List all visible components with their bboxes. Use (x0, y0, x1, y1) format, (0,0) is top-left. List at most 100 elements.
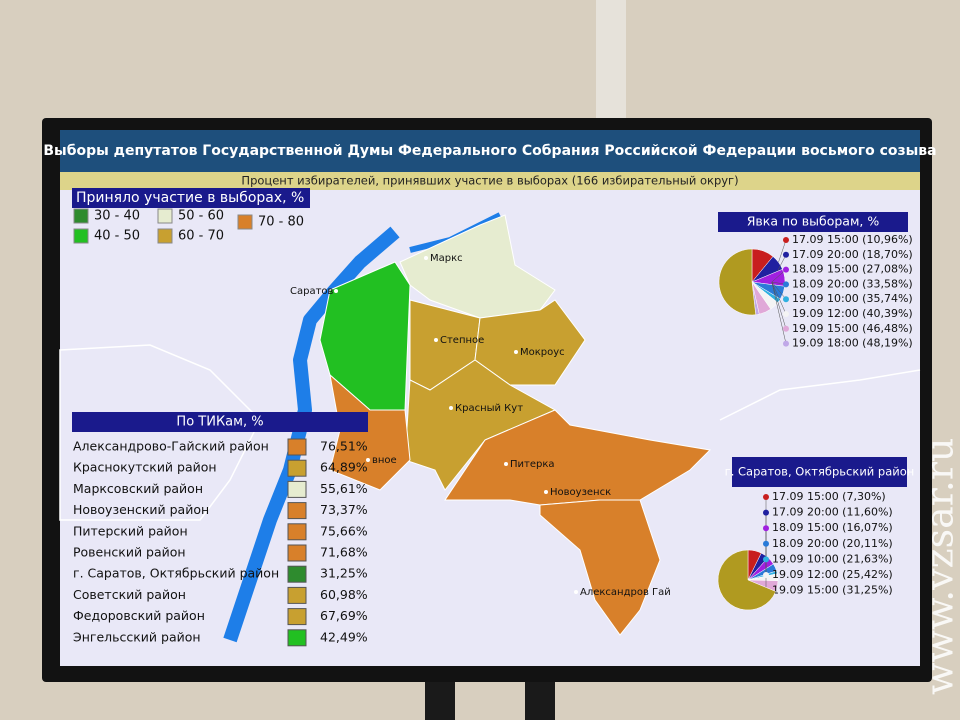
legend-swatch (73, 208, 89, 224)
leader-line (771, 281, 787, 329)
tik-name: Федоровский район (73, 608, 205, 623)
tik-value: 75,66% (320, 523, 368, 538)
tik-title-box (72, 412, 368, 432)
watermark: www.vzsar.ru (918, 437, 960, 695)
place-label: Новоузенск (550, 487, 611, 498)
legend-swatch (73, 228, 89, 244)
tik-name: г. Саратов, Октябрьский район (73, 566, 279, 581)
legend-swatch (157, 228, 173, 244)
place-dot (424, 256, 428, 260)
legend-label: 40 - 50 (94, 229, 140, 244)
place-label: вное (372, 455, 397, 466)
turnout-label: 18.09 20:00 (33,58%) (792, 277, 913, 290)
label-dot (783, 266, 789, 273)
label-dot (783, 251, 789, 258)
tik-icon (287, 459, 307, 477)
subtitle-bar (60, 172, 920, 190)
legend-label: 60 - 70 (178, 229, 224, 244)
turnout-title: Явка по выборам, % (747, 214, 880, 229)
pie-remainder (717, 549, 777, 611)
legend-label: 70 - 80 (258, 215, 304, 230)
tik-icon (287, 544, 307, 562)
pie-remainder (718, 248, 757, 316)
tik-title: По ТИКам, % (176, 415, 263, 430)
river (223, 226, 400, 643)
region (539, 499, 661, 636)
tik-name: Энгельсский район (73, 629, 201, 644)
legend-swatch (237, 214, 253, 230)
label-dot (783, 311, 789, 317)
place-label: Красный Кут (455, 403, 523, 414)
legend-title-box (72, 188, 310, 208)
label-dot (783, 296, 789, 303)
turnout-label: 17.09 15:00 (10,96%) (792, 233, 913, 246)
legend-label: 50 - 60 (178, 209, 224, 224)
tik-value: 55,61% (320, 481, 368, 496)
leader-line (771, 281, 787, 344)
place-dot (514, 350, 518, 354)
border (59, 344, 261, 521)
label-dot (783, 340, 789, 347)
turnout-label: 19.09 12:00 (40,39%) (792, 307, 913, 320)
tik-name: Питерский район (73, 523, 188, 538)
turnout-label: 19.09 15:00 (31,25%) (772, 584, 893, 597)
place-dot (544, 490, 548, 494)
turnout-label: 19.09 10:00 (35,74%) (792, 292, 913, 305)
turnout-label: 18.09 20:00 (20,11%) (772, 537, 893, 550)
header-bar (60, 130, 920, 172)
turnout-title-box (718, 212, 908, 232)
tik-icon (287, 523, 307, 541)
tik-value: 60,98% (320, 587, 368, 602)
tik-icon (287, 608, 307, 626)
tik-icon (287, 502, 307, 520)
place-label: Александров Гай (580, 587, 671, 598)
turnout-label: 17.09 20:00 (18,70%) (792, 248, 913, 261)
leader-line (771, 281, 787, 300)
tik-icon (287, 438, 307, 456)
tik-value: 71,68% (320, 545, 368, 560)
place-dot (434, 338, 438, 342)
region (329, 373, 411, 491)
turnout-label: 17.09 20:00 (11,60%) (772, 506, 893, 519)
tik-value: 67,69% (320, 608, 368, 623)
region (399, 214, 556, 319)
label-dot (763, 509, 769, 516)
tik-name: Александрово-Гайский район (73, 439, 269, 454)
leader-line (771, 269, 787, 283)
tik-value: 73,37% (320, 502, 368, 517)
label-dot (783, 237, 789, 243)
tik-value: 64,89% (320, 460, 368, 475)
turnout-label: 17.09 15:00 (7,30%) (772, 490, 886, 503)
place-dot (504, 462, 508, 466)
tik-icon (287, 565, 307, 583)
legend-swatch (157, 208, 173, 224)
turnout-label: 19.09 18:00 (48,19%) (792, 337, 913, 350)
tik-name: Советский район (73, 587, 186, 602)
tik-name: Марксовский район (73, 481, 203, 496)
turnout-label: 18.09 15:00 (16,07%) (772, 521, 893, 534)
leader-line (771, 281, 787, 315)
place-label: Степное (440, 335, 484, 346)
turnout-label: 19.09 10:00 (21,63%) (772, 552, 893, 565)
turnout-label: 19.09 12:00 (25,42%) (772, 568, 893, 581)
map (59, 212, 921, 643)
label-dot (783, 281, 789, 288)
legend-title: Приняло участие в выборах, % (76, 190, 304, 206)
tik-icon (287, 629, 307, 647)
label-dot (763, 572, 769, 578)
place-label: Саратов (290, 286, 334, 297)
place-label: Мокроус (520, 347, 565, 358)
tik-value: 76,51% (320, 439, 368, 454)
turnout-title-box (732, 457, 907, 487)
place-dot (449, 406, 453, 410)
place-dot (334, 289, 338, 293)
label-dot (763, 540, 769, 547)
tik-value: 31,25% (320, 566, 368, 581)
header-title: Выборы депутатов Государственной Думы Фе… (43, 143, 936, 159)
header-subtitle: Процент избирателей, принявших участие в… (241, 174, 738, 188)
tik-name: Новоузенский район (73, 502, 209, 517)
label-dot (763, 494, 769, 500)
place-label: Маркс (430, 253, 463, 264)
region (444, 409, 712, 506)
